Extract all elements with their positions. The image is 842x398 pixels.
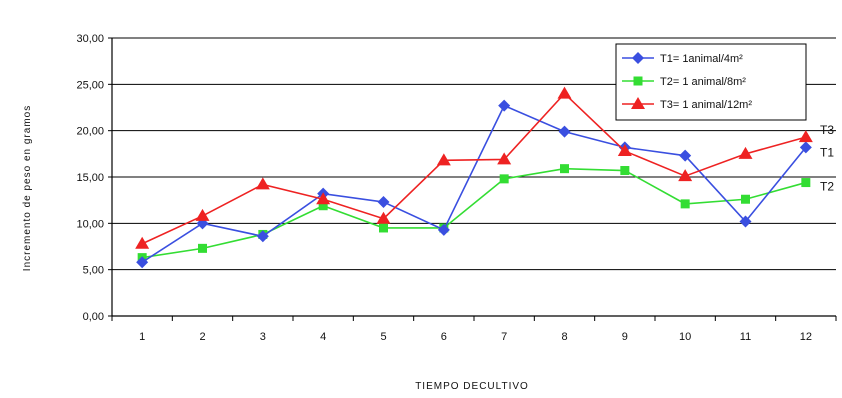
y-tick-label: 15,00 [76, 172, 104, 184]
series-end-labels: T1 T2 T3 [820, 123, 834, 193]
data-point [318, 201, 328, 211]
data-point [680, 199, 690, 209]
data-point [135, 236, 150, 249]
legend-item: T1= 1animal/4m² [622, 52, 743, 65]
legend-marker [633, 76, 643, 86]
x-tick-label: 9 [622, 331, 628, 343]
y-tick-label: 5,00 [83, 265, 104, 277]
series-end-label: T2 [820, 180, 834, 194]
data-point [198, 243, 207, 253]
data-point [738, 146, 753, 159]
series-end-label: T3 [820, 123, 834, 137]
series-line [141, 92, 807, 245]
x-tick-label: 2 [199, 331, 205, 343]
y-tick-label: 30,00 [76, 33, 104, 45]
legend: T1= 1animal/4m² T2= 1 animal/8m² T3= 1 ani… [615, 43, 807, 121]
legend-item: T3= 1 animal/12m² [622, 97, 752, 111]
data-point [558, 125, 571, 138]
data-point [499, 174, 509, 184]
data-point [798, 130, 813, 143]
data-point [679, 149, 692, 162]
data-point [379, 223, 388, 233]
legend-marker [631, 97, 645, 109]
series-layer [135, 86, 813, 269]
data-point [799, 141, 812, 154]
gridlines [112, 37, 836, 271]
series-line [142, 167, 807, 259]
data-point [741, 194, 750, 204]
data-point [436, 153, 451, 166]
series-t3 [135, 86, 813, 249]
data-point [136, 256, 149, 269]
data-point [377, 196, 390, 209]
y-tick-label: 0,00 [83, 311, 104, 323]
series-end-label: T1 [820, 145, 834, 159]
x-tick-label: 6 [441, 331, 447, 343]
legend-item: T2= 1 animal/8m² [622, 76, 746, 88]
y-tick-label: 10,00 [76, 218, 104, 230]
data-point [678, 169, 693, 182]
x-tick-label: 4 [320, 331, 326, 343]
data-point [195, 208, 210, 221]
data-point [256, 230, 269, 243]
series-t2 [137, 164, 811, 263]
x-tick-label: 10 [679, 331, 691, 343]
legend-label: T3= 1 animal/12m² [660, 99, 752, 111]
y-tick-label: 20,00 [76, 126, 104, 138]
data-point [437, 223, 450, 236]
y-axis-label: Incremento de peso en gramos [22, 105, 33, 271]
x-tick-label: 3 [260, 331, 266, 343]
data-point [376, 211, 391, 224]
x-tick-label: 1 [139, 331, 145, 343]
legend-label: T1= 1animal/4m² [660, 53, 743, 65]
legend-marker [632, 52, 644, 64]
y-axis-ticks: 0,00 5,00 10,00 15,00 20,00 25,00 30,00 [76, 33, 112, 323]
y-tick-label: 25,00 [76, 79, 104, 91]
data-point [801, 178, 811, 188]
data-point [498, 99, 511, 112]
x-tick-label: 11 [740, 331, 751, 343]
series-line [141, 104, 807, 263]
x-tick-label: 12 [800, 331, 812, 343]
legend-box [615, 43, 807, 121]
data-point [739, 215, 752, 228]
x-tick-label: 7 [501, 331, 507, 343]
legend-label: T2= 1 animal/8m² [660, 76, 746, 88]
data-point [620, 166, 630, 176]
x-axis-label: TIEMPO DECULTIVO [415, 381, 529, 392]
data-point [557, 86, 572, 99]
data-point [255, 177, 270, 190]
x-axis-ticks: 1 2 3 4 5 6 7 8 9 10 11 12 [111, 316, 837, 343]
x-tick-label: 8 [561, 331, 567, 343]
data-point [617, 144, 632, 157]
series-t1 [136, 99, 812, 269]
x-tick-label: 5 [380, 331, 386, 343]
data-point [560, 164, 569, 174]
data-point [497, 152, 512, 165]
data-point [316, 192, 331, 205]
